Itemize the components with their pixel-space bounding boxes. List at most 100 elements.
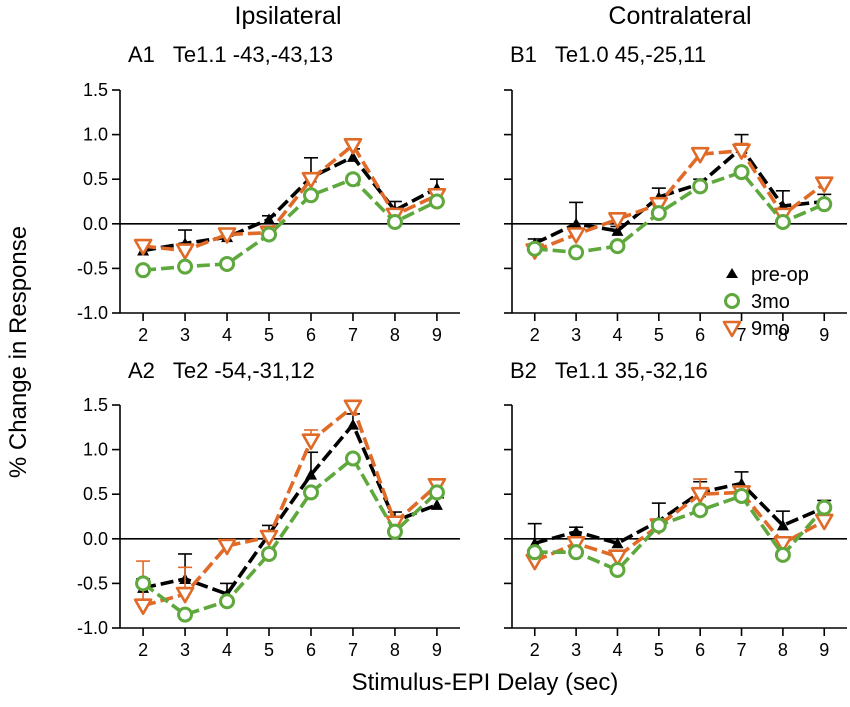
data-point-m3-x7 [344,450,361,467]
panel-title: A2 Te2 -54,-31,12 [128,358,315,383]
series-line-preop [533,146,825,246]
data-point-m9-x6 [301,433,321,450]
data-point-m9-x6 [690,486,710,504]
column-title-contralateral: Contralateral [608,2,751,30]
data-point-m9-x9 [814,513,834,531]
y-tick-label: 1.0 [83,125,108,145]
legend-label-preop: pre-op [751,264,809,286]
legend-item-9mo: 9mo [722,318,790,340]
data-point-m3-x8 [386,523,403,540]
x-tick-label: 7 [348,325,358,345]
data-point-m9-x3 [566,227,586,244]
data-point-m9-x5 [259,529,279,547]
data-point-m3-x9 [428,484,445,501]
x-tick-label: 2 [530,640,540,660]
x-tick-label: 2 [530,325,540,345]
y-tick-label: 1.5 [83,80,108,100]
series-m3 [135,171,445,279]
legend-marker-9mo [722,320,742,338]
data-point-m9-x6 [301,171,321,189]
x-axis-title: Stimulus-EPI Delay (sec) [352,669,619,696]
data-point-m9-x6 [690,146,710,164]
data-point-m9-x2 [133,598,153,616]
y-tick-label: -1.0 [77,618,108,638]
series-preop [136,148,444,256]
data-point-m9-x8 [773,535,793,553]
series-m3 [135,450,445,623]
x-tick-label: 6 [306,325,316,345]
legend-label-3mo: 3mo [751,291,790,313]
data-point-m3-x3 [568,244,585,261]
data-point-m3-x3 [568,544,585,561]
y-tick-label: 0.5 [83,484,108,504]
data-point-preop-x9 [430,498,443,510]
series-line-m9 [142,143,438,253]
series-m9 [525,142,834,260]
x-tick-label: 9 [819,325,829,345]
data-point-m3-x5 [650,205,667,222]
data-point-preop-x7 [346,150,359,162]
data-point-m3-x7 [344,171,361,188]
x-tick-label: 8 [778,325,788,345]
x-tick-label: 7 [737,325,747,345]
data-point-preop-x6 [304,468,317,480]
series-line-m9 [142,404,439,608]
legend-marker-preop [726,268,738,278]
data-point-preop-x3 [570,217,583,229]
data-point-m9-x4 [217,227,237,244]
x-tick-label: 3 [180,325,190,345]
data-point-m9-x4 [217,538,237,556]
panel-a1: A1 Te1.1 -43,-43,13 -1.0 -0.5 0.0 0.5 1.0 1.5 2… [77,42,460,345]
panel-title: A1 Te1.1 -43,-43,13 [128,42,333,67]
x-tick-label: 4 [222,640,232,660]
x-tick-label: 6 [306,640,316,660]
data-point-m3-x6 [302,187,319,204]
data-point-m3-x7 [733,164,750,181]
series-line-m9 [533,490,826,563]
y-tick-label: 0.0 [83,529,108,549]
series-m9 [133,138,447,260]
data-point-m9-x3 [175,243,195,260]
panel-b1: B1 Te1.0 45,-25,11 2 3 4 5 6 7 8 9 [504,42,847,345]
data-point-m9-x2 [133,238,153,256]
data-point-m3-x4 [609,238,626,255]
x-tick-label: 5 [264,325,274,345]
x-tick-label: 9 [432,640,442,660]
legend-label-9mo: 9mo [751,318,790,340]
data-point-m3-x6 [302,484,319,501]
data-point-m9-x7 [343,138,363,155]
panel-b2: B2 Te1.1 35,-32,16 2 3 4 5 6 7 8 9 [504,358,847,660]
legend-item-preop: pre-op [726,264,809,286]
data-point-m3-x2 [526,240,543,257]
legend-marker-3mo [724,293,740,309]
y-tick-label: -0.5 [77,258,108,278]
panel-title: B1 Te1.0 45,-25,11 [510,42,706,67]
y-tick-label: -1.0 [77,303,108,323]
data-point-preop-x3 [570,525,583,537]
series-line-preop [534,481,826,546]
column-title-ipsilateral: Ipsilateral [235,2,342,30]
data-point-m3-x5 [261,226,278,243]
data-point-m3-x3 [177,258,194,275]
data-point-m3-x6 [692,502,709,519]
y-tick-label: 0.0 [83,214,108,234]
panel-a2: A2 Te2 -54,-31,12 -1.0 -0.5 0.0 0.5 1.0 1.5 2 3 4… [77,358,460,660]
data-point-m9-x4 [608,212,627,229]
data-point-m9-x7 [732,143,751,160]
data-point-m3-x4 [219,255,236,272]
y-tick-label: -0.5 [77,573,108,593]
data-point-m3-x7 [733,487,750,504]
data-point-m3-x2 [135,262,152,279]
data-point-preop-x4 [611,224,624,236]
data-point-m3-x4 [219,593,236,610]
data-point-preop-x7 [346,418,359,430]
y-tick-label: 1.0 [83,440,108,460]
x-tick-label: 3 [571,325,581,345]
x-tick-label: 2 [138,640,148,660]
x-tick-label: 4 [222,325,232,345]
x-tick-label: 2 [138,325,148,345]
data-point-m3-x8 [774,214,791,231]
panel-title: B2 Te1.1 35,-32,16 [510,358,708,383]
x-tick-label: 3 [180,640,190,660]
data-point-m3-x2 [526,544,543,561]
